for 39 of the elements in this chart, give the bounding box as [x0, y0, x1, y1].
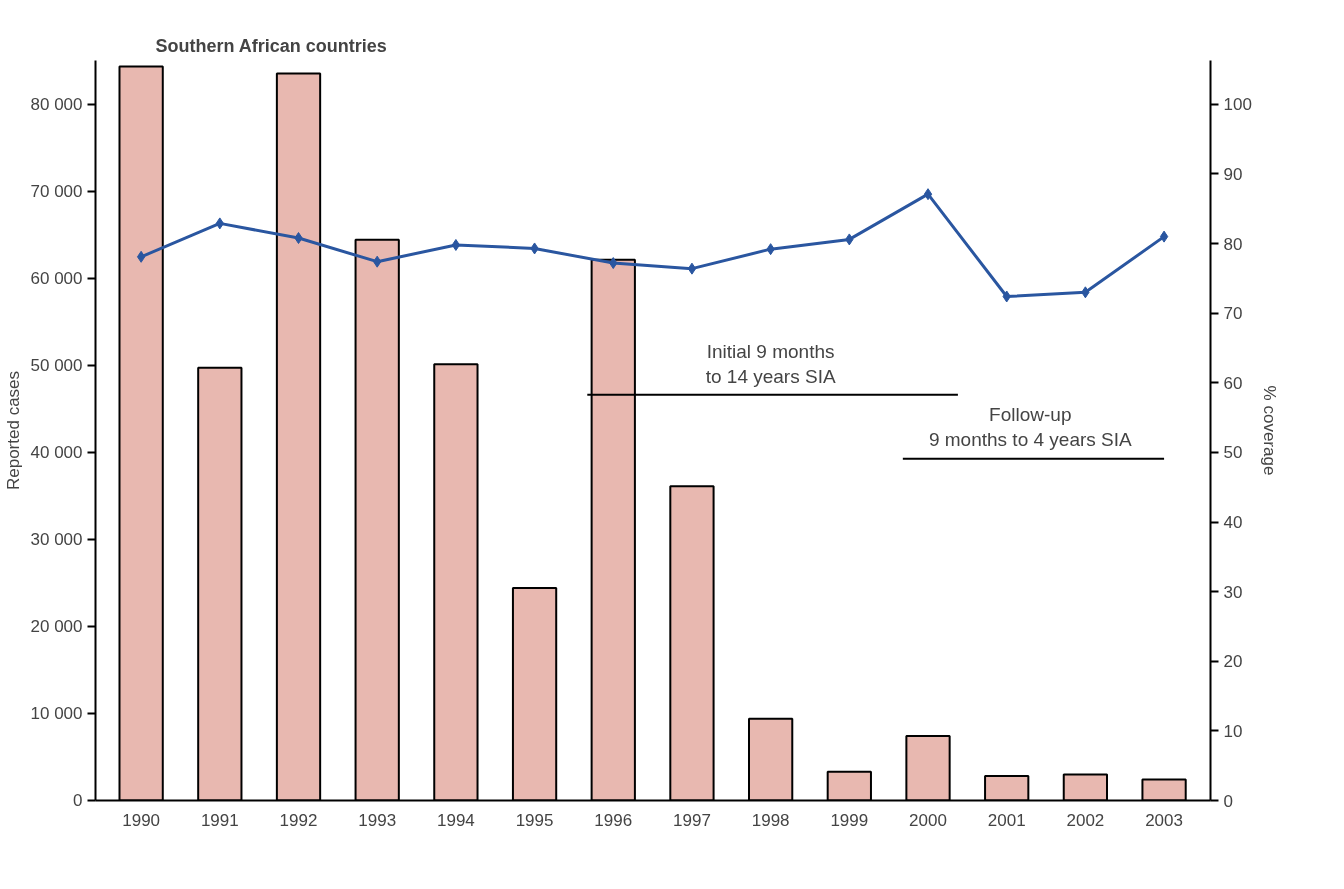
x-tick-label: 1995: [515, 810, 554, 830]
x-tick-label: 2002: [1066, 810, 1105, 830]
y-tick-label: 30 000: [30, 529, 83, 549]
x-tick-label: 1993: [358, 810, 397, 830]
x-tick-label: 1990: [122, 810, 161, 830]
chart-title: Southern African countries: [155, 35, 387, 56]
y2-tick-label: 100: [1223, 95, 1252, 115]
x-tick-label: 1996: [594, 810, 633, 830]
x-tick-label: 1999: [830, 810, 869, 830]
x-tick-label: 1994: [436, 810, 475, 830]
y-tick-label: 60 000: [30, 268, 83, 288]
y2-tick-label: 70: [1223, 304, 1243, 324]
y2-tick-label: 10: [1223, 721, 1243, 741]
y-tick-label: 10 000: [30, 703, 83, 723]
y-axis-title: Reported cases: [3, 370, 23, 491]
y-tick-label: 50 000: [30, 355, 83, 375]
y2-tick-label: 20: [1223, 652, 1243, 672]
y2-tick-label: 60: [1223, 373, 1243, 393]
y2-tick-label: 30: [1223, 582, 1243, 602]
y-tick-label: 0: [73, 791, 83, 810]
x-tick-label: 1991: [200, 810, 239, 830]
x-tick-label: 2001: [987, 810, 1026, 830]
annotation: Follow-up 9 months to 4 years SIA: [928, 404, 1133, 451]
y2-tick-label: 80: [1223, 234, 1243, 254]
y2-axis-title: % coverage: [1259, 385, 1279, 476]
y2-tick-label: 90: [1223, 164, 1243, 184]
y-tick-label: 20 000: [30, 616, 83, 636]
y-tick-label: 40 000: [30, 442, 83, 462]
annotation: Initial 9 months to 14 years SIA: [705, 340, 836, 387]
y2-tick-label: 40: [1223, 513, 1243, 533]
y2-tick-label: 0: [1223, 791, 1233, 811]
x-tick-label: 1998: [751, 810, 790, 830]
y-tick-label: 70 000: [30, 181, 83, 201]
x-tick-label: 1997: [673, 810, 711, 830]
y2-tick-label: 50: [1223, 443, 1243, 463]
x-tick-label: 1992: [279, 810, 318, 830]
x-tick-label: 2003: [1145, 810, 1183, 830]
y-tick-label: 80 000: [30, 94, 83, 114]
x-tick-label: 2000: [909, 810, 947, 830]
